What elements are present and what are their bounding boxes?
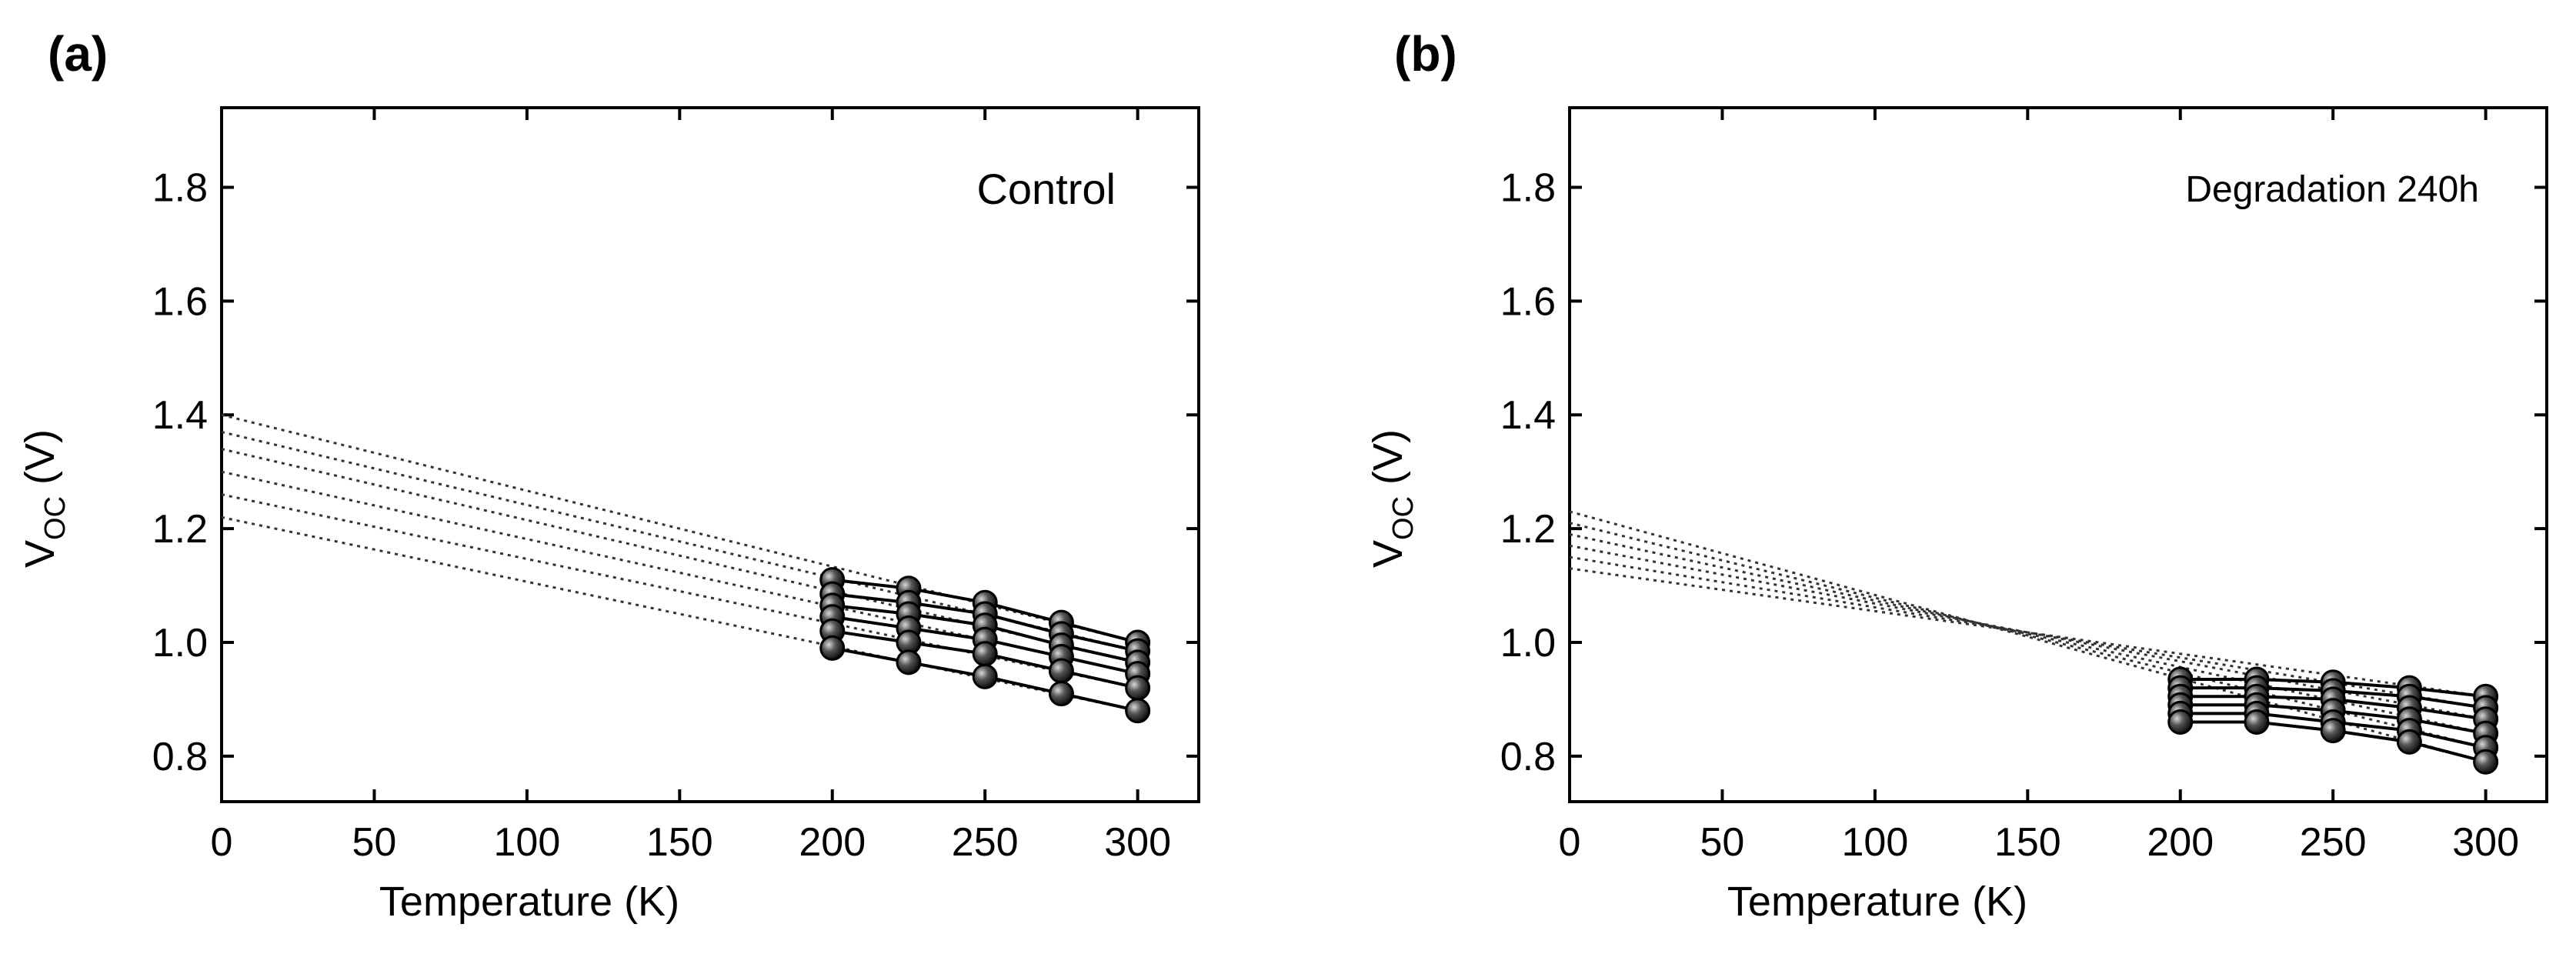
x-tick-label: 300 (2452, 820, 2519, 865)
x-tick-label: 250 (2300, 820, 2367, 865)
data-point (1125, 698, 1151, 724)
y-tick-label: 1.2 (152, 507, 208, 552)
data-point (2396, 729, 2422, 755)
x-axis-title: Temperature (K) (379, 879, 679, 925)
fit-line (221, 493, 1138, 689)
annotation-control: Control (976, 165, 1116, 213)
y-axis-title: VOC (V) (1365, 429, 1420, 568)
y-tick-label: 0.8 (152, 735, 208, 779)
data-point (972, 663, 998, 689)
fit-line (1569, 555, 2486, 709)
x-tick-label: 50 (1700, 820, 1745, 865)
fit-line (1569, 544, 2486, 721)
data-point (2473, 749, 2499, 775)
fit-line (221, 448, 1138, 664)
data-point (896, 649, 922, 675)
y-tick-label: 1.0 (1500, 621, 1556, 665)
panel-label: (a) (48, 26, 108, 82)
data-point (2167, 709, 2194, 735)
plot-frame (1568, 106, 2548, 803)
x-tick-label: 250 (952, 820, 1019, 865)
data-point (1125, 675, 1151, 701)
x-tick-label: 0 (211, 820, 233, 865)
data-point (819, 635, 846, 661)
plot-area-a: 0 50 100 150 200 250 300 0.8 1.0 1.2 1.4 1.6 1.8 (152, 106, 1200, 865)
y-tick-label: 1.6 (1500, 279, 1556, 324)
fit-line (1569, 533, 2486, 735)
y-tick-label: 1.0 (152, 621, 208, 665)
fit-line (221, 470, 1138, 675)
x-tick-label: 150 (1994, 820, 2061, 865)
x-tick-label: 0 (1559, 820, 1581, 865)
x-tick-label: 50 (352, 820, 397, 865)
y-tick-label: 1.8 (1500, 166, 1556, 211)
x-tick-label: 200 (2147, 820, 2214, 865)
y-tick-label: 1.2 (1500, 507, 1556, 552)
y-tick-label: 1.8 (152, 166, 208, 211)
annotation-degradation: Degradation 240h (2185, 169, 2479, 210)
y-axis-title: VOC (V) (17, 429, 72, 568)
y-tick-label: 1.4 (152, 393, 208, 438)
data-point (2320, 718, 2346, 744)
x-tick-label: 300 (1104, 820, 1171, 865)
x-axis-title: Temperature (K) (1727, 879, 2027, 925)
y-tick-label: 1.6 (152, 279, 208, 324)
data-point (1048, 681, 1074, 707)
fit-line (221, 515, 1138, 712)
x-tick-label: 200 (799, 820, 866, 865)
data-point (972, 641, 998, 667)
x-tick-label: 100 (493, 820, 560, 865)
panel-a: (a) 0 50 100 150 200 250 300 0.8 1.0 1.2 1.4 1.6 1.8… (17, 26, 1200, 925)
data-point (2244, 709, 2270, 735)
data-point (1048, 658, 1074, 684)
fit-line (1569, 522, 2486, 749)
panel-b: (b) 0 50 100 150 200 250 300 0.8 1.0 1.2 1.4 1.6 1.8… (1365, 26, 2548, 925)
y-tick-label: 1.4 (1500, 393, 1556, 438)
panel-label: (b) (1394, 26, 1457, 82)
fit-line (221, 413, 1138, 644)
y-tick-label: 0.8 (1500, 735, 1556, 779)
plot-area-b: 0 50 100 150 200 250 300 0.8 1.0 1.2 1.4 1.6 1.8 (1500, 106, 2548, 865)
plot-frame (220, 106, 1200, 803)
x-tick-label: 100 (1841, 820, 1908, 865)
x-tick-label: 150 (646, 820, 713, 865)
